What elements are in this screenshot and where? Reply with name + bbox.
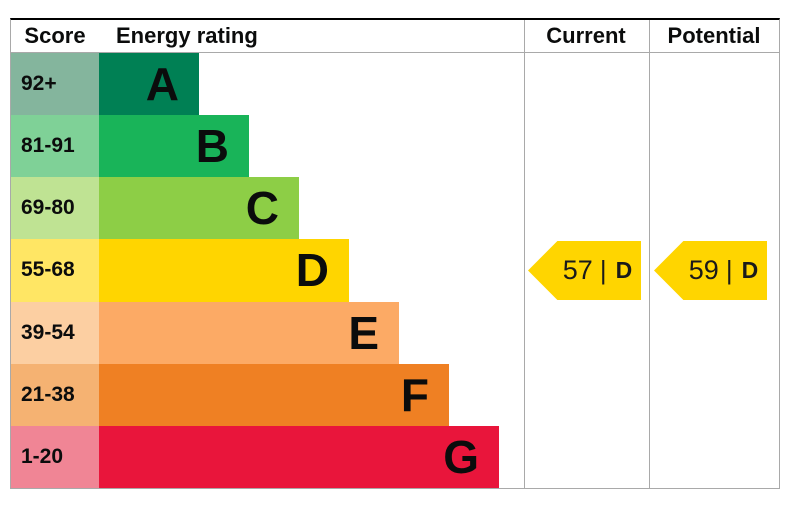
current-column-header: Current (546, 23, 626, 48)
potential-column-divider (649, 20, 650, 488)
energy-rating-column-header: Energy rating (116, 23, 258, 48)
rating-band-row-a: 92+ A (11, 53, 779, 116)
rating-band-row-d: 55-68 D (11, 239, 779, 302)
rating-bar-a: A (99, 53, 199, 116)
rating-band-row-f: 21-38 F (11, 363, 779, 426)
score-range-c: 69-80 (11, 177, 99, 240)
potential-band-letter: D (741, 257, 759, 283)
rating-bands: 92+ A 81-91 B 69-80 C 55-68 D 39-54 E 21-38 F 1-20 G (11, 53, 779, 488)
potential-score-value: 59 (688, 255, 719, 285)
score-band-separator: | (599, 255, 607, 285)
band-letter-c: C (245, 182, 279, 235)
score-column-header: Score (24, 23, 86, 48)
score-band-separator: | (725, 255, 733, 285)
rating-bar-c: C (99, 177, 299, 240)
band-letter-g: G (443, 430, 479, 483)
rating-band-row-b: 81-91 B (11, 115, 779, 178)
score-range-a: 92+ (11, 53, 99, 116)
band-letter-a: A (145, 58, 179, 111)
score-range-f: 21-38 (11, 363, 99, 426)
rating-bar-d: D (99, 239, 349, 302)
rating-band-row-e: 39-54 E (11, 301, 779, 364)
rating-band-row-c: 69-80 C (11, 177, 779, 240)
band-letter-d: D (295, 244, 329, 297)
band-letter-f: F (400, 368, 429, 421)
score-range-e: 39-54 (11, 301, 99, 364)
rating-band-row-g: 1-20 G (11, 425, 779, 488)
score-range-b: 81-91 (11, 115, 99, 178)
score-range-d: 55-68 (11, 239, 99, 302)
chart-header-row: Score Energy rating Current Potential (11, 20, 779, 53)
rating-bar-e: E (99, 301, 399, 364)
epc-rating-chart: Score Energy rating Current Potential 92… (10, 18, 780, 489)
band-letter-b: B (195, 120, 229, 173)
band-letter-e: E (348, 306, 379, 359)
rating-bar-g: G (99, 425, 499, 488)
current-score-value: 57 (562, 255, 593, 285)
score-range-g: 1-20 (11, 425, 99, 488)
current-band-letter: D (615, 257, 633, 283)
potential-column-header: Potential (667, 23, 761, 48)
rating-bar-f: F (99, 363, 449, 426)
current-column-divider (524, 20, 525, 488)
rating-bar-b: B (99, 115, 249, 178)
